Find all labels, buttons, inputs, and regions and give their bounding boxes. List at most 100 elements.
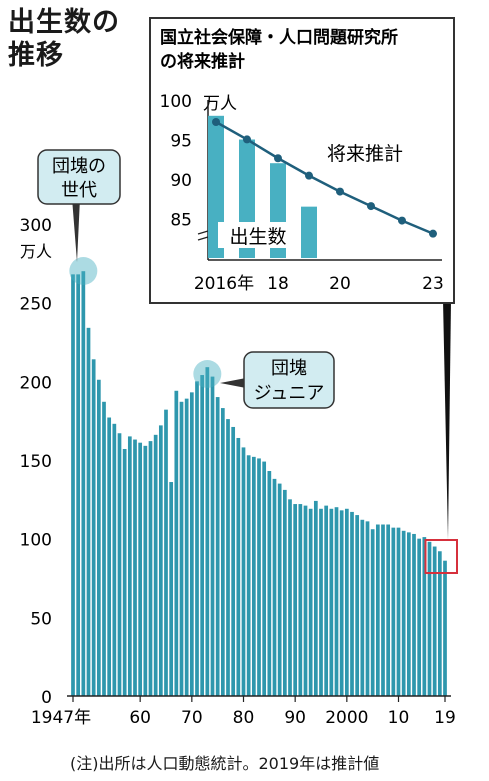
bar-1963	[153, 434, 158, 696]
bar-1950	[86, 327, 91, 696]
main-y-axis: 万人 0 50 100 150 200 250 300	[20, 216, 52, 708]
bar-1974	[210, 376, 215, 696]
bar-2007	[381, 524, 385, 696]
bar-2001	[350, 511, 354, 696]
bar-1982	[251, 456, 256, 696]
bar-1971	[195, 381, 199, 696]
inset-bar-label-bg	[218, 222, 298, 248]
bar-1965	[164, 409, 168, 696]
bar-2000	[344, 508, 349, 696]
callout-pointer-boomers	[72, 198, 80, 262]
peak-glow-1973	[193, 360, 222, 388]
main-x-tick-2010: 10	[388, 708, 410, 728]
bar-1959	[133, 439, 137, 696]
bar-1997	[329, 508, 334, 696]
inset-forecast-point-2016	[212, 118, 220, 126]
inset-pointer	[443, 300, 451, 540]
callout-boomers-line-1: 団塊の	[52, 156, 106, 177]
inset-x-tick-2016: 2016年	[194, 274, 254, 294]
bar-2006	[375, 524, 380, 696]
inset-title-line-1: 国立社会保障・人口問題研究所	[160, 27, 398, 48]
main-x-tick-1947: 1947年	[31, 708, 91, 728]
bar-1999	[339, 510, 344, 696]
bar-1981	[246, 455, 251, 696]
chart-title: 出生数の 推移	[8, 6, 120, 72]
main-x-axis: 1947年 60 70 80 90 2000 10 19	[31, 695, 456, 728]
bar-2014	[417, 538, 422, 696]
bar-1988	[282, 489, 287, 696]
main-x-tick-1990: 90	[284, 708, 306, 728]
bar-1961	[143, 445, 148, 696]
bar-1972	[200, 375, 205, 696]
bar-1976	[220, 408, 225, 696]
bar-1994	[313, 500, 318, 696]
callout-juniors-line-1: 団塊	[271, 358, 307, 379]
inset-line-label: 将来推計	[327, 143, 403, 165]
bar-1956	[117, 433, 122, 696]
inset-forecast-line	[215, 120, 434, 235]
bar-2005	[370, 529, 375, 696]
main-y-tick-200: 200	[20, 373, 52, 393]
footnote: (注)出所は人口動態統計。2019年は推計値	[70, 754, 380, 773]
callout-boomers-line-2: 世代	[61, 180, 97, 201]
main-y-unit: 万人	[20, 242, 52, 261]
inset-forecast-point-2017	[243, 135, 251, 144]
bar-2016	[427, 541, 432, 696]
inset-x-tick-2020: 20	[329, 274, 351, 294]
inset-forecast-point-2021	[367, 202, 375, 211]
main-x-tick-1980: 80	[233, 708, 255, 728]
bar-1949	[81, 271, 86, 696]
main-x-tick-2000: 2000	[325, 708, 368, 728]
bar-1996	[324, 505, 329, 696]
inset-y-unit: 万人	[203, 94, 237, 114]
bar-1995	[319, 508, 323, 696]
bar-1987	[277, 483, 282, 696]
bar-1962	[148, 441, 153, 696]
bar-1973	[205, 367, 210, 696]
callout-juniors	[243, 351, 335, 409]
bar-1975	[215, 397, 220, 696]
inset-bar-label: 出生数	[229, 226, 286, 248]
bar-2002	[355, 515, 360, 696]
inset-title-line-2: の将来推計	[160, 51, 245, 72]
bar-1983	[257, 458, 261, 696]
bar-2010	[396, 527, 401, 696]
bar-2003	[360, 519, 365, 696]
bar-1958	[127, 436, 132, 696]
bar-1991	[298, 504, 303, 696]
main-y-tick-0: 0	[41, 688, 52, 708]
bar-1993	[308, 508, 313, 696]
main-y-tick-150: 150	[20, 452, 52, 472]
inset-x-tick-2023: 23	[422, 274, 444, 294]
bar-1951	[91, 359, 96, 696]
highlight-box	[424, 539, 458, 574]
bar-1992	[303, 505, 308, 696]
main-x-tick-2019: 19	[434, 708, 456, 728]
bar-2008	[386, 524, 391, 696]
bar-1968	[179, 401, 184, 696]
inset-y-tick-85: 85	[170, 211, 192, 231]
bar-2013	[412, 533, 416, 696]
bar-1986	[272, 478, 277, 696]
inset-forecast-point-2018	[274, 154, 282, 163]
bar-1947	[71, 274, 75, 696]
chart-title-line-2: 推移	[8, 40, 64, 71]
bar-1989	[288, 499, 292, 696]
main-x-tick-1970: 70	[181, 708, 203, 728]
inset-forecast-point-2023	[429, 229, 437, 238]
bar-1966	[169, 482, 174, 696]
bar-1953	[102, 401, 106, 696]
bar-1998	[334, 507, 339, 696]
bar-1960	[138, 442, 143, 696]
bar-2018	[437, 551, 442, 696]
main-y-tick-50: 50	[30, 609, 52, 629]
inset-x-tick-2018: 18	[267, 274, 289, 294]
bar-2012	[406, 532, 411, 696]
bar-1954	[107, 417, 112, 696]
bar-1964	[158, 425, 163, 696]
inset-y-tick-100: 100	[160, 92, 192, 112]
bar-2009	[391, 527, 396, 696]
bar-1980	[241, 447, 246, 696]
bar-1955	[112, 423, 117, 696]
